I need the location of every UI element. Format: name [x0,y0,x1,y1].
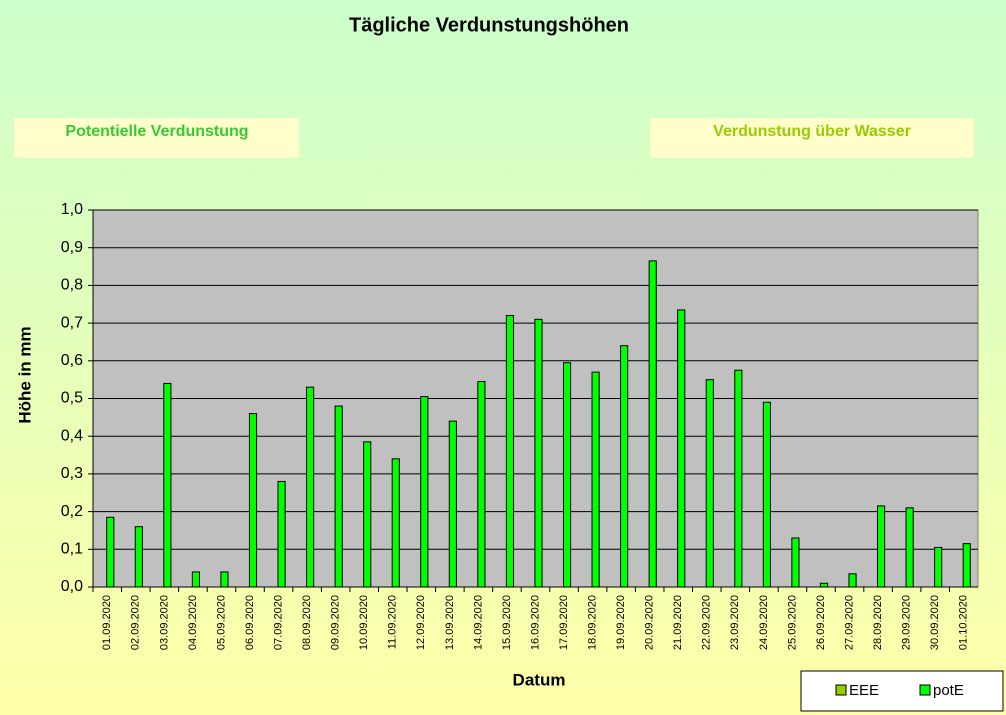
bar [591,371,600,588]
annotation-box [14,118,299,158]
bar [677,309,686,588]
x-tick-label: 11.09.2020 [387,595,399,649]
y-tick-label: 0,0 [61,578,83,595]
x-tick-label: 23.09.2020 [729,595,741,650]
legend-label: potE [933,682,964,699]
x-tick-label: 27.09.2020 [843,595,855,650]
bar [934,546,943,588]
y-tick-label: 0,4 [61,427,83,444]
y-tick-label: 0,5 [61,390,83,407]
bar [134,526,143,588]
legend-swatch [835,684,847,696]
y-axis-label: Höhe in mm [15,326,34,423]
y-tick-label: 1,0 [61,201,83,218]
bar [391,458,400,588]
bar [477,381,486,588]
y-tick-label: 0,2 [61,503,83,520]
bar [905,507,914,588]
x-tick-label: 15.09.2020 [501,595,513,650]
y-tick-label: 0,9 [61,239,83,256]
bar [505,315,515,588]
x-tick-label: 14.09.2020 [472,595,484,650]
y-tick-label: 0,3 [61,465,83,482]
bar [562,362,572,588]
y-tick-label: 0,7 [61,314,83,331]
bar [363,441,372,588]
bar [248,413,258,588]
legend [800,670,1004,712]
x-tick-label: 24.09.2020 [758,595,770,650]
bar [648,260,657,588]
x-tick-label: 22.09.2020 [701,595,713,650]
x-tick-label: 10.09.2020 [358,595,370,650]
x-tick-label: 25.09.2020 [786,595,798,650]
bar [163,382,172,588]
x-tick-label: 03.09.2020 [158,595,170,650]
x-tick-label: 13.09.2020 [444,595,456,650]
annotation: Potentielle Verdunstung [65,123,248,140]
bar [791,537,800,588]
x-tick-label: 05.09.2020 [215,595,227,650]
x-tick-label: 19.09.2020 [615,595,627,650]
x-tick-label: 01.10.2020 [958,595,970,650]
x-tick-label: 08.09.2020 [301,595,313,650]
x-tick-label: 06.09.2020 [244,595,256,650]
annotation-box [650,118,974,158]
x-tick-label: 17.09.2020 [558,595,570,650]
x-axis-label: Datum [513,670,566,689]
x-tick-label: 20.09.2020 [644,595,656,650]
legend-swatch [919,684,931,696]
y-tick-label: 0,8 [61,277,83,294]
bar [762,401,771,588]
annotation: Verdunstung über Wasser [713,123,911,140]
bar [819,582,829,588]
bar [191,571,200,588]
bar [220,571,229,588]
bar [448,420,457,588]
bar [734,369,743,588]
x-tick-label: 18.09.2020 [587,595,599,650]
x-tick-label: 30.09.2020 [929,595,941,650]
bar [705,379,714,588]
x-tick-label: 07.09.2020 [272,595,284,650]
x-tick-label: 29.09.2020 [901,595,913,650]
x-tick-label: 21.09.2020 [672,595,684,650]
bar [334,405,343,588]
bar [277,480,286,588]
bar [877,505,886,588]
bar [420,396,429,588]
x-tick-label: 02.09.2020 [130,595,142,650]
bar [962,543,971,588]
x-tick-label: 01.09.2020 [101,595,113,650]
chart-title: Tägliche Verdunstungshöhen [349,14,629,36]
x-tick-label: 04.09.2020 [187,595,199,650]
bar [106,516,115,588]
bar [306,386,315,588]
x-tick-label: 28.09.2020 [872,595,884,650]
bar [848,573,857,588]
bar [620,345,629,588]
x-tick-label: 26.09.2020 [815,595,827,650]
x-tick-label: 09.09.2020 [330,595,342,650]
bar [534,318,543,588]
y-tick-label: 0,1 [61,541,83,558]
legend-label: EEE [849,682,879,699]
x-tick-label: 12.09.2020 [415,595,427,650]
x-tick-label: 16.09.2020 [529,595,541,650]
y-tick-label: 0,6 [61,352,83,369]
